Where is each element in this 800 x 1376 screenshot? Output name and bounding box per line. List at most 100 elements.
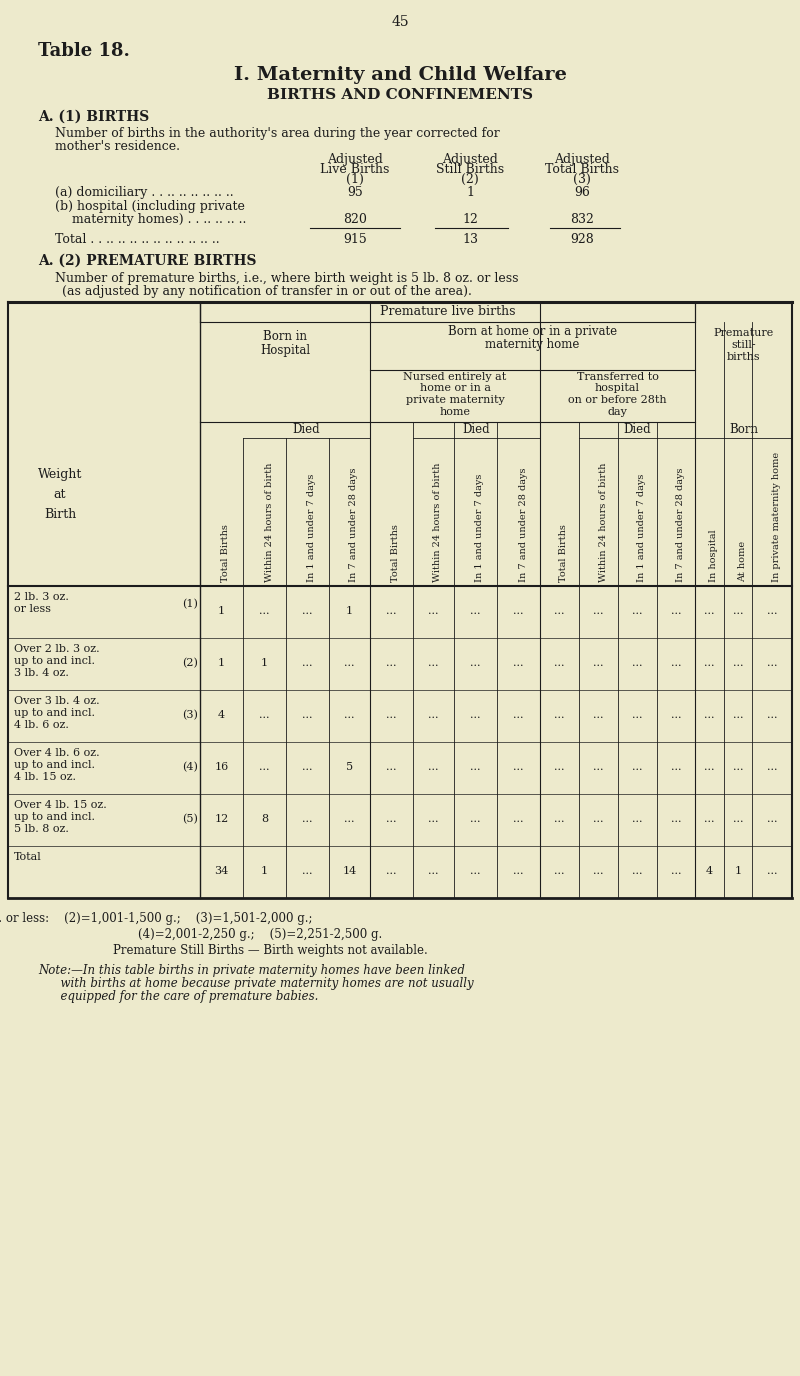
- Text: up to and incl.: up to and incl.: [14, 709, 95, 718]
- Text: At home: At home: [738, 541, 747, 582]
- Text: 4: 4: [706, 866, 713, 877]
- Text: Over 4 lb. 15 oz.: Over 4 lb. 15 oz.: [14, 799, 106, 810]
- Text: ...: ...: [733, 762, 743, 772]
- Text: Premature Still Births — Birth weights not available.: Premature Still Births — Birth weights n…: [113, 944, 427, 956]
- Text: In 1 and under 7 days: In 1 and under 7 days: [475, 473, 485, 582]
- Text: equipped for the care of premature babies.: equipped for the care of premature babie…: [53, 989, 318, 1003]
- Text: Within 24 hours of birth: Within 24 hours of birth: [434, 462, 442, 582]
- Text: ...: ...: [632, 710, 642, 720]
- Text: 1: 1: [218, 658, 225, 667]
- Text: 12: 12: [214, 815, 229, 824]
- Text: ...: ...: [670, 815, 682, 824]
- Text: ...: ...: [632, 658, 642, 667]
- Text: ...: ...: [594, 866, 604, 877]
- Text: with births at home because private maternity homes are not usually: with births at home because private mate…: [53, 977, 474, 989]
- Text: Still Births: Still Births: [436, 162, 504, 176]
- Text: 13: 13: [462, 233, 478, 246]
- Text: maternity home: maternity home: [486, 338, 580, 351]
- Text: up to and incl.: up to and incl.: [14, 656, 95, 666]
- Text: ...: ...: [632, 815, 642, 824]
- Text: ...: ...: [554, 866, 565, 877]
- Text: 4: 4: [218, 710, 225, 720]
- Text: In hospital: In hospital: [710, 530, 718, 582]
- Text: Over 3 lb. 4 oz.: Over 3 lb. 4 oz.: [14, 696, 100, 706]
- Text: ...: ...: [670, 762, 682, 772]
- Text: 3 lb. 4 oz.: 3 lb. 4 oz.: [14, 667, 69, 678]
- Text: Hospital: Hospital: [260, 344, 310, 356]
- Text: ...: ...: [428, 710, 438, 720]
- Text: ...: ...: [766, 866, 778, 877]
- Text: ...: ...: [670, 605, 682, 616]
- Text: ...: ...: [386, 815, 397, 824]
- Text: 1: 1: [466, 186, 474, 200]
- Text: 95: 95: [347, 186, 363, 200]
- Text: ...: ...: [670, 658, 682, 667]
- Text: 1: 1: [261, 658, 268, 667]
- Text: (2): (2): [461, 173, 479, 186]
- Text: Within 24 hours of birth: Within 24 hours of birth: [598, 462, 607, 582]
- Text: In 7 and under 28 days: In 7 and under 28 days: [350, 468, 358, 582]
- Text: ...: ...: [733, 815, 743, 824]
- Text: I. Maternity and Child Welfare: I. Maternity and Child Welfare: [234, 66, 566, 84]
- Text: Number of births in the authority's area during the year corrected for: Number of births in the authority's area…: [55, 127, 500, 140]
- Text: 14: 14: [342, 866, 357, 877]
- Text: ...: ...: [302, 710, 313, 720]
- Text: Died: Died: [623, 422, 651, 436]
- Text: home: home: [439, 407, 470, 417]
- Text: 16: 16: [214, 762, 229, 772]
- Text: (b) hospital (including private: (b) hospital (including private: [55, 200, 245, 213]
- Text: Birth: Birth: [44, 508, 76, 522]
- Text: ...: ...: [514, 658, 524, 667]
- Text: (a) domiciliary . . .. .. .. .. .. ..: (a) domiciliary . . .. .. .. .. .. ..: [55, 186, 234, 200]
- Text: Adjusted: Adjusted: [554, 153, 610, 166]
- Text: 1: 1: [734, 866, 742, 877]
- Text: ...: ...: [470, 710, 481, 720]
- Text: Adjusted: Adjusted: [442, 153, 498, 166]
- Text: (1)=1,000 g. or less:    (2)=1,001-1,500 g.;    (3)=1,501-2,000 g.;: (1)=1,000 g. or less: (2)=1,001-1,500 g.…: [0, 912, 313, 925]
- Text: ...: ...: [470, 815, 481, 824]
- Text: ...: ...: [470, 762, 481, 772]
- Text: ...: ...: [259, 710, 270, 720]
- Text: (1): (1): [346, 173, 364, 186]
- Text: still-: still-: [731, 340, 756, 350]
- Text: ...: ...: [302, 658, 313, 667]
- Text: Total . . .. .. .. .. .. .. .. .. .. ..: Total . . .. .. .. .. .. .. .. .. .. ..: [55, 233, 220, 246]
- Text: births: births: [726, 352, 760, 362]
- Text: 45: 45: [391, 15, 409, 29]
- Text: 832: 832: [570, 213, 594, 226]
- Text: ...: ...: [428, 866, 438, 877]
- Text: (2): (2): [182, 658, 198, 669]
- Text: Over 2 lb. 3 oz.: Over 2 lb. 3 oz.: [14, 644, 100, 654]
- Text: ...: ...: [428, 605, 438, 616]
- Text: (3): (3): [182, 710, 198, 720]
- Text: ...: ...: [259, 762, 270, 772]
- Text: A. (1) BIRTHS: A. (1) BIRTHS: [38, 110, 150, 124]
- Text: ...: ...: [766, 815, 778, 824]
- Text: Premature: Premature: [714, 327, 774, 338]
- Text: ...: ...: [704, 710, 714, 720]
- Text: ...: ...: [428, 658, 438, 667]
- Text: Adjusted: Adjusted: [327, 153, 383, 166]
- Text: Born: Born: [729, 422, 758, 436]
- Text: Table 18.: Table 18.: [38, 43, 130, 61]
- Text: 1: 1: [261, 866, 268, 877]
- Text: ...: ...: [554, 762, 565, 772]
- Text: Total Births: Total Births: [222, 524, 230, 582]
- Text: home or in a: home or in a: [419, 383, 490, 394]
- Text: ...: ...: [632, 866, 642, 877]
- Text: Total: Total: [14, 852, 42, 861]
- Text: ...: ...: [766, 605, 778, 616]
- Text: at: at: [54, 488, 66, 501]
- Text: Transferred to: Transferred to: [577, 372, 658, 383]
- Text: Live Births: Live Births: [320, 162, 390, 176]
- Text: ...: ...: [594, 815, 604, 824]
- Text: (4)=2,001-2,250 g.;    (5)=2,251-2,500 g.: (4)=2,001-2,250 g.; (5)=2,251-2,500 g.: [138, 927, 382, 941]
- Text: ...: ...: [554, 710, 565, 720]
- Text: ...: ...: [514, 866, 524, 877]
- Text: 96: 96: [574, 186, 590, 200]
- Text: ...: ...: [670, 866, 682, 877]
- Text: ...: ...: [470, 866, 481, 877]
- Text: up to and incl.: up to and incl.: [14, 812, 95, 821]
- Text: or less: or less: [14, 604, 51, 614]
- Text: Total Births: Total Births: [391, 524, 401, 582]
